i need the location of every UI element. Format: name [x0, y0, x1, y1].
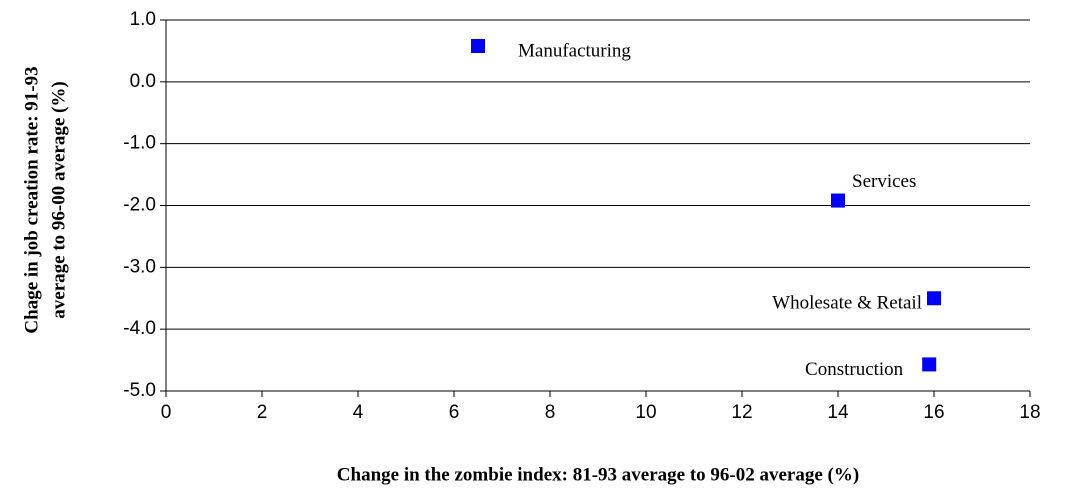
point	[831, 193, 845, 208]
y-tick-label: -1.0	[123, 133, 156, 154]
y-tick-label: -2.0	[123, 195, 156, 216]
x-tick-label: 16	[923, 402, 944, 423]
y-axis-title: average to 96-00 average (%)	[48, 81, 69, 318]
point-label: Construction	[805, 359, 904, 380]
y-tick-label: 0.0	[130, 71, 156, 92]
x-tick-label: 4	[353, 402, 364, 423]
y-axis-title: Chage in job creation rate: 91-93	[21, 66, 42, 333]
x-tick-label: 2	[257, 402, 268, 423]
x-tick-label: 18	[1019, 402, 1040, 423]
x-tick-label: 12	[731, 402, 752, 423]
x-tick-label: 6	[449, 402, 460, 423]
x-tick-label: 14	[827, 402, 849, 423]
y-tick-label: -5.0	[123, 380, 156, 401]
x-tick-label: 0	[161, 402, 172, 423]
point	[471, 38, 485, 53]
point-label: Wholesate & Retail	[772, 293, 922, 314]
x-axis-title: Change in the zombie index: 81-93 averag…	[337, 464, 859, 485]
y-tick-label: -3.0	[123, 256, 156, 277]
point	[922, 357, 937, 372]
point	[927, 291, 941, 306]
point-label: Manufacturing	[518, 40, 631, 61]
point-label: Services	[852, 171, 916, 192]
y-tick-label: -4.0	[123, 318, 156, 339]
x-tick-label: 8	[545, 402, 556, 423]
y-tick-label: 1.0	[130, 9, 156, 30]
x-tick-label: 10	[635, 402, 656, 423]
